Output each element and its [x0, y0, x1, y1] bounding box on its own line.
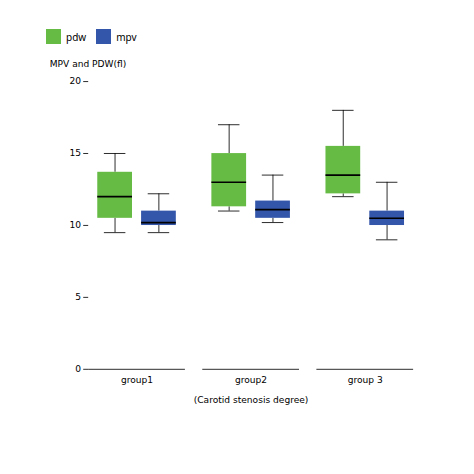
svg-text:5: 5 — [75, 292, 81, 302]
svg-text:15: 15 — [70, 148, 82, 158]
svg-text:MPV and PDW(fl): MPV and PDW(fl) — [50, 59, 127, 69]
svg-text:group 3: group 3 — [348, 375, 383, 385]
svg-text:group1: group1 — [121, 375, 153, 385]
html-text:pdw: pdw — [66, 29, 87, 44]
html-text:mpv: mpv — [116, 29, 137, 44]
svg-text:group2: group2 — [235, 375, 267, 385]
svg-text:(Carotid stenosis degree): (Carotid stenosis degree) — [194, 395, 309, 405]
svg-text:10: 10 — [70, 220, 82, 230]
svg-text:20: 20 — [70, 76, 82, 86]
svg-text:0: 0 — [75, 364, 81, 374]
